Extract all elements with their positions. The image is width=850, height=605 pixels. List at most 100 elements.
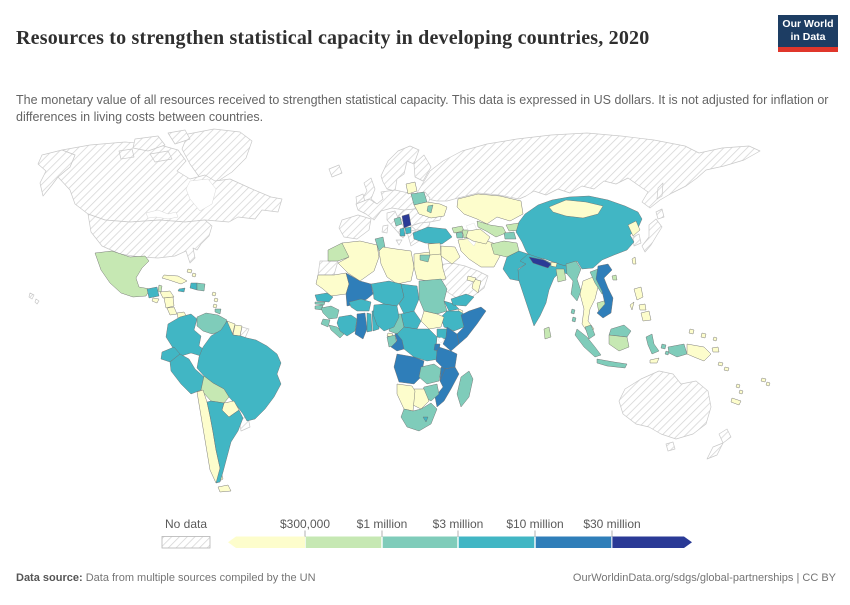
country-turkmenistan[interactable] bbox=[465, 228, 491, 245]
country-indonesia-maluku[interactable] bbox=[660, 343, 667, 350]
country-bahamas[interactable] bbox=[191, 272, 197, 278]
country-honduras[interactable] bbox=[159, 290, 175, 299]
country-taiwan[interactable] bbox=[631, 256, 637, 265]
country-uzbekistan[interactable] bbox=[476, 220, 507, 238]
country-thailand[interactable] bbox=[579, 276, 599, 334]
country-papua-new-guinea[interactable] bbox=[686, 343, 712, 362]
country-indonesia-maluku[interactable] bbox=[664, 350, 670, 356]
country-oman[interactable] bbox=[471, 278, 482, 294]
country-iberia[interactable] bbox=[338, 214, 372, 240]
country-andaman-islands[interactable] bbox=[570, 308, 576, 315]
country-namibia[interactable] bbox=[396, 383, 416, 412]
country-indonesia-kalimantan[interactable] bbox=[608, 334, 630, 352]
country-vietnam[interactable] bbox=[595, 263, 614, 319]
legend-segment-5[interactable] bbox=[535, 536, 612, 549]
country-tanzania[interactable] bbox=[435, 346, 458, 370]
owid-logo[interactable]: Our World in Data bbox=[778, 15, 838, 52]
country-yemen[interactable] bbox=[450, 293, 475, 307]
country-tajikistan[interactable] bbox=[503, 231, 517, 240]
footer-link[interactable]: OurWorldinData.org/sdgs/global-partnersh… bbox=[572, 572, 836, 584]
country-kazakhstan[interactable] bbox=[456, 193, 524, 225]
country-belize[interactable] bbox=[157, 284, 163, 293]
country-nigeria[interactable] bbox=[372, 303, 400, 332]
country-serbia[interactable] bbox=[401, 213, 412, 229]
country-nicaragua[interactable] bbox=[163, 296, 175, 309]
country-bahamas[interactable] bbox=[186, 268, 193, 274]
country-uae[interactable] bbox=[466, 275, 477, 283]
country-indonesia-sulawesi[interactable] bbox=[645, 333, 660, 355]
country-mozambique[interactable] bbox=[434, 366, 460, 408]
country-japan[interactable] bbox=[641, 218, 663, 253]
country-uganda[interactable] bbox=[436, 328, 448, 340]
country-timor[interactable] bbox=[649, 357, 660, 364]
country-scandinavia[interactable] bbox=[380, 145, 420, 192]
country-togo[interactable] bbox=[366, 312, 373, 333]
country-philippines-visayas[interactable] bbox=[638, 303, 647, 311]
legend-segment-2[interactable] bbox=[305, 536, 382, 549]
country-sicily[interactable] bbox=[395, 239, 403, 246]
country-senegal[interactable] bbox=[314, 292, 334, 303]
country-new-zealand[interactable] bbox=[718, 428, 732, 444]
country-solomon-islands[interactable] bbox=[717, 361, 724, 367]
country-south-korea[interactable] bbox=[632, 233, 642, 247]
country-gambia[interactable] bbox=[314, 301, 326, 306]
country-cote-divoire[interactable] bbox=[336, 314, 358, 337]
country-vanuatu[interactable] bbox=[735, 383, 741, 389]
country-north-korea[interactable] bbox=[627, 220, 641, 237]
country-south-africa[interactable] bbox=[400, 402, 438, 432]
country-philippines-luzon[interactable] bbox=[633, 286, 644, 301]
country-mexico[interactable] bbox=[94, 250, 151, 298]
country-dominican-republic[interactable] bbox=[196, 282, 206, 292]
country-hainan[interactable] bbox=[611, 274, 618, 281]
country-sierra-leone[interactable] bbox=[320, 318, 331, 328]
country-canada-arctic[interactable] bbox=[118, 148, 135, 160]
country-western-sahara[interactable] bbox=[317, 260, 339, 276]
country-western-europe[interactable] bbox=[355, 189, 431, 221]
country-usa-hawaii[interactable] bbox=[34, 298, 40, 305]
country-costa-rica[interactable] bbox=[166, 306, 178, 316]
country-moldova[interactable] bbox=[426, 204, 434, 214]
legend-segment-4[interactable] bbox=[458, 536, 535, 549]
country-jamaica[interactable] bbox=[177, 287, 186, 293]
country-argentina[interactable] bbox=[206, 400, 244, 484]
country-madagascar[interactable] bbox=[456, 370, 474, 408]
country-philippines-palawan[interactable] bbox=[629, 301, 635, 311]
country-tierra-del-fuego[interactable] bbox=[217, 484, 232, 493]
country-vanuatu[interactable] bbox=[738, 389, 744, 395]
country-canada[interactable] bbox=[57, 141, 283, 223]
country-sri-lanka[interactable] bbox=[543, 326, 552, 340]
country-el-salvador[interactable] bbox=[151, 297, 160, 304]
country-ghana[interactable] bbox=[354, 312, 368, 340]
country-pakistan[interactable] bbox=[502, 250, 529, 282]
country-solomon-islands[interactable] bbox=[723, 366, 730, 372]
country-malaysia-peninsula[interactable] bbox=[584, 324, 596, 340]
country-mongolia[interactable] bbox=[548, 199, 604, 219]
country-mauritania[interactable] bbox=[315, 272, 350, 297]
country-greenland[interactable] bbox=[181, 128, 253, 184]
country-turkey[interactable] bbox=[412, 226, 453, 245]
country-north-macedonia[interactable] bbox=[404, 226, 412, 235]
country-guatemala[interactable] bbox=[146, 286, 160, 299]
country-armenia[interactable] bbox=[455, 231, 464, 239]
country-sardinia[interactable] bbox=[381, 224, 389, 234]
country-malaysia-borneo[interactable] bbox=[608, 324, 632, 338]
country-myanmar[interactable] bbox=[565, 260, 582, 302]
country-bosnia[interactable] bbox=[393, 216, 403, 227]
country-canada-arctic[interactable] bbox=[167, 129, 191, 145]
country-finland[interactable] bbox=[413, 154, 432, 182]
country-guinea[interactable] bbox=[320, 305, 340, 320]
country-canada-arctic[interactable] bbox=[132, 135, 166, 152]
country-algeria[interactable] bbox=[337, 240, 380, 282]
country-new-zealand[interactable] bbox=[706, 442, 724, 460]
country-albania[interactable] bbox=[399, 227, 406, 237]
country-micronesia[interactable] bbox=[688, 328, 695, 335]
country-niger[interactable] bbox=[370, 280, 405, 307]
country-micronesia[interactable] bbox=[700, 332, 707, 339]
country-canada-arctic[interactable] bbox=[149, 150, 173, 163]
country-trinidad[interactable] bbox=[214, 308, 222, 315]
country-jordan[interactable] bbox=[419, 254, 431, 263]
country-baltics[interactable] bbox=[405, 181, 418, 195]
country-somalia[interactable] bbox=[456, 306, 487, 345]
country-lesser-antilles[interactable] bbox=[211, 291, 217, 297]
country-indonesia-sumatra[interactable] bbox=[574, 328, 602, 358]
